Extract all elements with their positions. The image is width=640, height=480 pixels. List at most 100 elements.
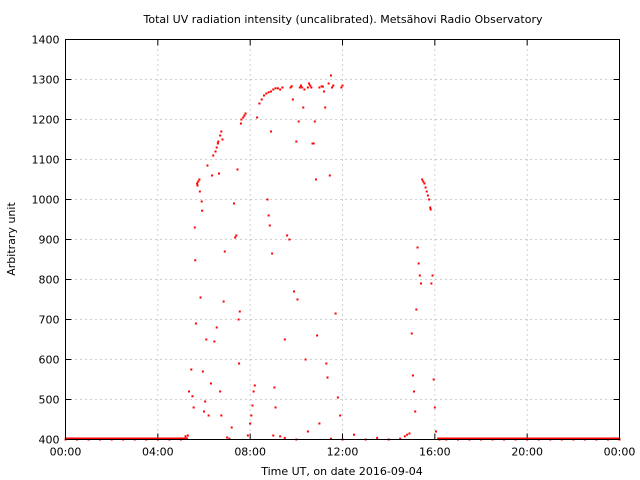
data-point	[332, 84, 335, 87]
data-point	[301, 86, 304, 89]
y-tick-label: 400	[39, 434, 60, 447]
chart-title: Total UV radiation intensity (uncalibrat…	[143, 13, 543, 26]
data-point	[256, 116, 259, 119]
data-point	[199, 296, 202, 299]
data-point	[269, 130, 272, 133]
data-point	[200, 200, 203, 203]
data-point	[234, 236, 237, 239]
data-point	[191, 395, 194, 398]
data-point	[418, 274, 421, 277]
data-point	[424, 186, 427, 189]
data-point	[206, 164, 209, 167]
data-point	[283, 436, 286, 439]
data-point	[196, 182, 199, 185]
data-point	[339, 414, 342, 417]
data-point	[288, 238, 291, 241]
y-tick-label: 1400	[32, 34, 60, 47]
data-point	[323, 90, 326, 93]
data-point	[223, 250, 226, 253]
y-tick-label: 1300	[32, 74, 60, 87]
data-point	[417, 262, 420, 265]
data-point	[324, 106, 327, 109]
data-point	[293, 290, 296, 293]
data-point	[269, 90, 272, 93]
y-tick-label: 1200	[32, 114, 60, 127]
data-point	[190, 368, 193, 371]
data-point	[271, 252, 274, 255]
data-point	[186, 434, 189, 437]
data-point	[235, 234, 238, 237]
data-point	[268, 224, 271, 227]
data-point	[226, 436, 229, 439]
data-point	[314, 178, 317, 181]
data-point	[194, 259, 197, 262]
data-point	[194, 322, 197, 325]
data-point	[306, 86, 309, 89]
data-point	[429, 206, 432, 209]
data-point	[267, 91, 270, 94]
data-point	[187, 390, 190, 393]
data-point	[217, 140, 220, 143]
data-point	[222, 300, 225, 303]
x-tick-label: 12:00	[327, 446, 359, 459]
data-point	[310, 86, 313, 89]
data-point	[230, 426, 233, 429]
data-point	[306, 430, 309, 433]
data-point	[316, 334, 319, 337]
data-point	[320, 85, 323, 88]
data-point	[311, 142, 314, 145]
data-point	[329, 74, 332, 77]
data-point	[272, 88, 275, 91]
x-tick-label: 20:00	[511, 446, 543, 459]
x-tick-label: 00:00	[604, 446, 636, 459]
data-point	[244, 112, 247, 115]
y-tick-label: 500	[39, 394, 60, 407]
data-point	[198, 190, 201, 193]
data-point	[303, 88, 306, 91]
data-point	[276, 87, 279, 90]
data-point	[193, 226, 196, 229]
data-point	[263, 94, 266, 97]
data-point	[201, 209, 204, 212]
data-point	[250, 414, 253, 417]
data-point	[329, 437, 332, 440]
data-point	[197, 180, 200, 183]
data-point	[432, 378, 435, 381]
data-point	[265, 92, 268, 95]
data-point	[298, 86, 301, 89]
plot-frame	[65, 39, 620, 440]
data-point	[228, 437, 231, 440]
data-point	[215, 146, 218, 149]
data-point	[419, 282, 422, 285]
data-point	[429, 208, 432, 211]
data-point	[326, 376, 329, 379]
data-point	[219, 390, 222, 393]
data-point	[299, 84, 302, 87]
data-point	[291, 98, 294, 101]
data-point	[422, 180, 425, 183]
data-point	[399, 437, 402, 440]
data-point	[413, 390, 416, 393]
data-point	[341, 84, 344, 87]
data-point	[221, 138, 224, 141]
data-point	[290, 85, 293, 88]
data-point	[239, 122, 242, 125]
data-point	[302, 106, 305, 109]
data-point	[266, 198, 269, 201]
x-tick-label: 16:00	[419, 446, 451, 459]
data-point	[428, 198, 431, 201]
y-tick-label: 1100	[32, 154, 60, 167]
data-point	[209, 382, 212, 385]
data-point	[403, 435, 406, 438]
data-point	[267, 214, 270, 217]
x-tick-label: 04:00	[142, 446, 174, 459]
data-point	[279, 435, 282, 438]
data-point	[213, 340, 216, 343]
data-point	[434, 430, 437, 433]
data-point	[237, 318, 240, 321]
data-point	[416, 246, 419, 249]
data-point	[258, 102, 261, 105]
data-point	[214, 150, 217, 153]
data-point	[414, 410, 417, 413]
